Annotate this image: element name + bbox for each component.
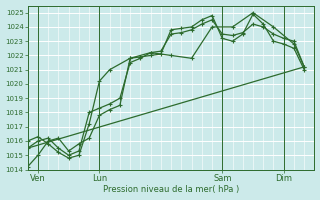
X-axis label: Pression niveau de la mer( hPa ): Pression niveau de la mer( hPa ) [103,185,239,194]
